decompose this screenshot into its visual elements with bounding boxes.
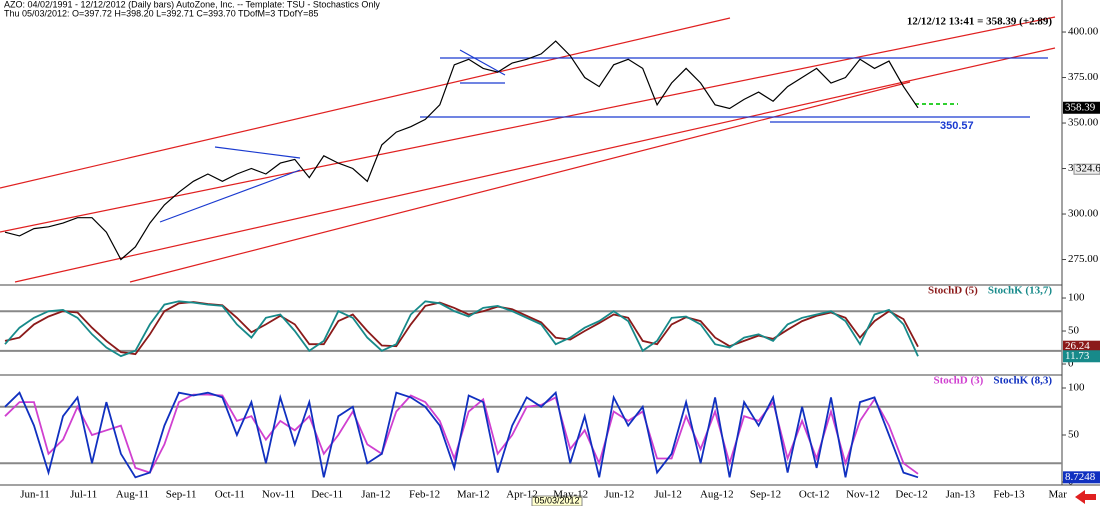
x-tick-label: Jun-12 (604, 489, 634, 501)
channel-line (14, 47, 1056, 283)
legend-entry: StochK (8,3) (993, 375, 1052, 387)
x-tick-label: Aug-11 (116, 489, 149, 501)
bar-info: Thu 05/03/2012: O=397.72 H=398.20 L=392.… (4, 8, 318, 18)
current-value-box (1063, 350, 1100, 363)
x-tick-label: Feb-13 (993, 489, 1025, 501)
y-tick-label: 100 (1068, 382, 1085, 394)
y-tick-label: 275.00 (1068, 253, 1099, 265)
y-tick-label: 50 (1068, 429, 1080, 441)
channel-lines (0, 16, 1056, 283)
legend-entry: StochD (5) (928, 285, 978, 297)
marker-box (1073, 163, 1100, 175)
current-value-label: 26.24 (1065, 340, 1090, 352)
x-tick-label: Mar-12 (457, 489, 490, 501)
y-tick-label: 300.00 (1068, 208, 1099, 220)
current-value-box (1063, 340, 1100, 353)
level-label: 350.57 (940, 120, 974, 132)
current-value-box (1063, 471, 1100, 484)
y-tick-label: 0 (1068, 358, 1074, 370)
x-tick-label: Apr-12 (506, 489, 538, 501)
trend-line (459, 49, 506, 76)
quote: 12/12/12 13:41 = 358.39 (+2.89) (907, 16, 1052, 28)
x-tick-label: Jun-11 (20, 489, 50, 501)
symbol-line: AZO: 04/02/1991 - 12/12/2012 (Daily bars… (4, 0, 380, 9)
trend-lines (159, 49, 1048, 223)
cursor-date-box (531, 495, 583, 506)
x-tick-label: Mar (1049, 489, 1068, 501)
y-tick-label: 400.00 (1068, 26, 1099, 38)
x-tick-label: Aug-12 (700, 489, 734, 501)
y-tick-label: 375.00 (1068, 71, 1099, 83)
trend-line (214, 146, 301, 159)
trend-line (159, 169, 301, 223)
x-tick-label: Jul-12 (654, 489, 682, 501)
x-tick-label: Nov-11 (262, 489, 295, 501)
x-tick-label: Nov-12 (846, 489, 880, 501)
legend-entry: StochK (13,7) (988, 285, 1053, 297)
series-line (4, 300, 919, 358)
x-tick-label: May-12 (553, 489, 588, 501)
current-value-label: 358.39 (1065, 101, 1096, 113)
current-value-box (1063, 101, 1100, 114)
x-tick-label: Jul-11 (70, 489, 97, 501)
x-tick-label: Oct-11 (215, 489, 245, 501)
series-line (4, 390, 919, 479)
x-tick-label: Dec-11 (311, 489, 343, 501)
x-tick-label: Feb-12 (409, 489, 440, 501)
channel-line (0, 17, 731, 189)
marker-label: 324.62 (1076, 163, 1100, 175)
x-tick-label: Sep-11 (166, 489, 197, 501)
y-tick-label: 50 (1068, 325, 1080, 337)
current-value-label: 8.7248 (1065, 471, 1096, 483)
series-line (4, 40, 919, 261)
channel-line (0, 16, 1056, 233)
x-tick-label: Jan-12 (361, 489, 390, 501)
x-tick-label: Jan-13 (946, 489, 976, 501)
channel-line (129, 81, 911, 283)
cursor-date: 05/03/2012 (534, 495, 579, 505)
y-tick-label: 100 (1068, 292, 1085, 304)
x-tick-label: Sep-12 (750, 489, 781, 501)
current-value-label: 11.73 (1065, 350, 1090, 362)
x-tick-label: Oct-12 (799, 489, 830, 501)
legend-entry: StochD (3) (934, 375, 984, 387)
x-tick-label: Dec-12 (895, 489, 927, 501)
y-tick-label: 350.00 (1068, 117, 1099, 129)
scroll-arrow[interactable] (1075, 490, 1096, 504)
